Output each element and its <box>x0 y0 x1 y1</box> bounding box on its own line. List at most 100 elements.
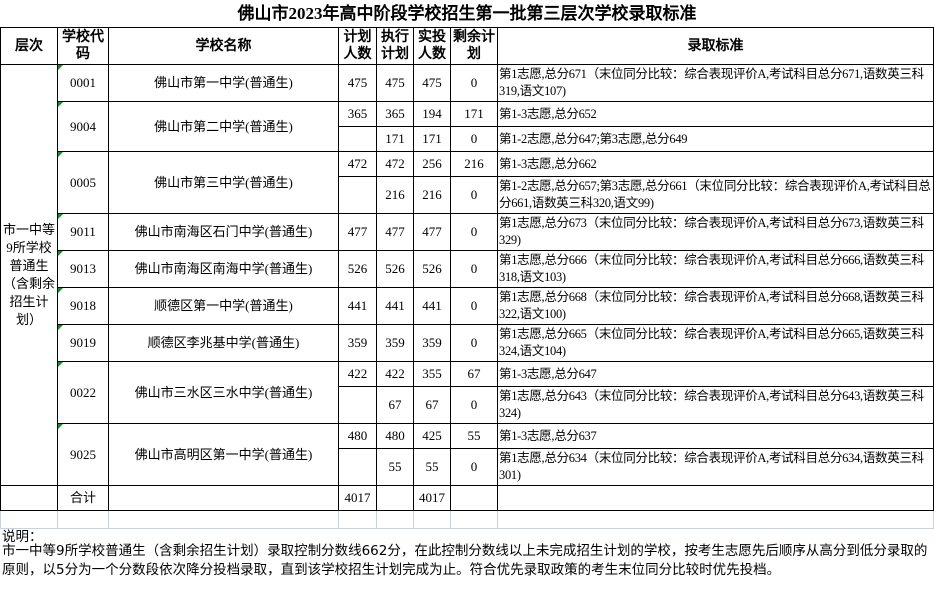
table-row: 0022 佛山市三水区三水中学(普通生) 422 422 355 67 第1-3志愿,总分6… <box>1 361 934 424</box>
cell-remain: 216 <box>450 151 498 177</box>
school-code-text: 9018 <box>70 298 96 313</box>
cell-criteria: 第1志愿,总分665（末位同分比较：综合表现评价A,考试科目总分665,语数英三… <box>497 324 934 362</box>
cell-criteria: 第1志愿,总分673（末位同分比较：综合表现评价A,考试科目总分673,语数英三… <box>497 213 934 251</box>
cell-remain: 0 <box>450 324 498 362</box>
school-code: 9011 <box>57 213 109 251</box>
cell-remain: 0 <box>450 126 498 152</box>
cell-marker-icon <box>58 362 63 367</box>
cell-remain: 0 <box>450 448 498 486</box>
cell-actual: 475 <box>413 64 451 102</box>
school-code-text: 9013 <box>70 261 96 276</box>
empty-cell <box>108 510 339 529</box>
total-blank <box>0 485 58 511</box>
cell-actual: 526 <box>413 250 451 288</box>
cell-exec: 422 <box>376 361 414 387</box>
level-cell: 市一中等9所学校普通生（含剩余招生计划） <box>0 64 58 486</box>
total-label: 合计 <box>57 485 109 511</box>
cell-criteria: 第1-2志愿,总分647;第3志愿,总分649 <box>497 126 934 152</box>
admission-table: 佛山市2023年高中阶段学校招生第一批第三层次学校录取标准 层次 学校代码 学校… <box>0 0 934 529</box>
cell-criteria: 第1-2志愿,总分657;第3志愿,总分661（末位同分比较：综合表现评价A,考… <box>497 176 934 214</box>
header-level: 层次 <box>0 27 58 65</box>
cell-criteria: 第1志愿,总分668（末位同分比较：综合表现评价A,考试科目总分668,语数英三… <box>497 287 934 325</box>
cell-actual: 55 <box>413 448 451 486</box>
cell-exec: 477 <box>376 213 414 251</box>
table-row: 9018 顺德区第一中学(普通生) 441 441 441 0 第1志愿,总分668（末位同… <box>1 287 934 325</box>
cell-criteria: 第1志愿,总分666（末位同分比较：综合表现评价A,考试科目总分666,语数英三… <box>497 250 934 288</box>
empty-cell <box>497 510 934 529</box>
cell-plan: 441 <box>338 287 377 325</box>
cell-marker-icon <box>58 288 63 293</box>
cell-exec: 480 <box>376 423 414 449</box>
table-row: 9004 佛山市第二中学(普通生) 365 365 194 171 第1-3志愿,总分652 <box>1 101 934 152</box>
total-blank <box>108 485 339 511</box>
table-row: 67 67 0 第1志愿,总分643（末位同分比较：综合表现评价A,考试科目总分643… <box>1 386 934 424</box>
empty-row <box>0 510 934 529</box>
header-remain: 剩余计划 <box>450 27 498 65</box>
cell-actual: 425 <box>413 423 451 449</box>
school-code: 9019 <box>57 324 109 362</box>
school-code: 9025 <box>57 423 109 486</box>
school-code-text: 9025 <box>70 446 96 462</box>
cell-criteria: 第1志愿,总分634（末位同分比较：综合表现评价A,考试科目总分634,语数英三… <box>497 448 934 486</box>
school-code-text: 0005 <box>70 174 96 190</box>
cell-marker-icon <box>58 325 63 330</box>
cell-exec: 359 <box>376 324 414 362</box>
cell-exec: 216 <box>376 176 414 214</box>
cell-exec: 475 <box>376 64 414 102</box>
total-row: 合计 4017 4017 <box>0 485 934 511</box>
cell-exec: 526 <box>376 250 414 288</box>
cell-actual: 171 <box>413 126 451 152</box>
empty-cell <box>450 510 498 529</box>
cell-actual: 477 <box>413 213 451 251</box>
cell-exec: 472 <box>376 151 414 177</box>
cell-actual: 359 <box>413 324 451 362</box>
header-exec: 执行计划 <box>376 27 414 65</box>
cell-exec: 67 <box>376 386 414 424</box>
school-name: 顺德区第一中学(普通生) <box>108 287 339 325</box>
school-code: 0001 <box>57 64 109 102</box>
cell-exec: 55 <box>376 448 414 486</box>
cell-criteria: 第1-3志愿,总分647 <box>497 361 934 387</box>
cell-remain: 67 <box>450 361 498 387</box>
school-name: 顺德区李兆基中学(普通生) <box>108 324 339 362</box>
cell-marker-icon <box>58 424 63 429</box>
table-row: 55 55 0 第1志愿,总分634（末位同分比较：综合表现评价A,考试科目总分634… <box>1 448 934 486</box>
total-plan: 4017 <box>338 485 377 511</box>
cell-remain: 0 <box>450 386 498 424</box>
school-name: 佛山市南海区南海中学(普通生) <box>108 250 339 288</box>
table-row: 216 216 0 第1-2志愿,总分657;第3志愿,总分661（末位同分比较：综合… <box>1 176 934 214</box>
cell-remain: 171 <box>450 101 498 127</box>
cell-criteria: 第1志愿,总分643（末位同分比较：综合表现评价A,考试科目总分643,语数英三… <box>497 386 934 424</box>
cell-exec: 171 <box>376 126 414 152</box>
cell-plan: 359 <box>338 324 377 362</box>
cell-actual: 256 <box>413 151 451 177</box>
cell-plan: 422 <box>338 361 377 387</box>
empty-cell <box>338 510 377 529</box>
school-name: 佛山市第二中学(普通生) <box>108 101 339 152</box>
total-exec <box>376 485 414 511</box>
cell-exec: 441 <box>376 287 414 325</box>
cell-criteria: 第1志愿,总分671（末位同分比较：综合表现评价A,考试科目总分671,语数英三… <box>497 64 934 102</box>
cell-marker-icon <box>58 214 63 219</box>
header-plan: 计划人数 <box>338 27 377 65</box>
cell-marker-icon <box>58 102 63 107</box>
cell-plan: 480 <box>338 423 377 449</box>
cell-marker-icon <box>58 251 63 256</box>
cell-remain: 0 <box>450 213 498 251</box>
cell-plan <box>338 176 377 214</box>
cell-remain: 0 <box>450 176 498 214</box>
school-code: 9004 <box>57 101 109 152</box>
cell-plan <box>338 126 377 152</box>
table-row: 市一中等9所学校普通生（含剩余招生计划） 0001 佛山市第一中学(普通生) 475 4… <box>0 64 934 486</box>
school-name: 佛山市南海区石门中学(普通生) <box>108 213 339 251</box>
school-name: 佛山市第一中学(普通生) <box>108 64 339 102</box>
cell-marker-icon <box>58 65 63 70</box>
cell-remain: 55 <box>450 423 498 449</box>
school-code: 0022 <box>57 361 109 424</box>
cell-actual: 194 <box>413 101 451 127</box>
cell-criteria: 第1-3志愿,总分637 <box>497 423 934 449</box>
cell-remain: 0 <box>450 250 498 288</box>
school-code-text: 0022 <box>70 384 96 400</box>
header-name: 学校名称 <box>108 27 339 65</box>
cell-criteria: 第1-3志愿,总分662 <box>497 151 934 177</box>
